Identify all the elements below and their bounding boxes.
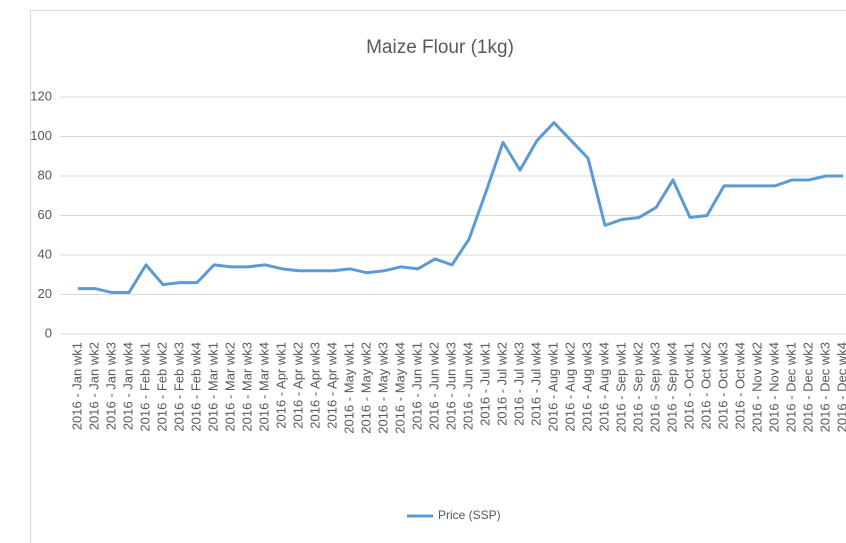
x-tick-label: 2016 - Apr wk4 <box>324 342 339 429</box>
x-tick-label: 2016 - Feb wk4 <box>188 342 203 432</box>
chart-border <box>30 10 846 543</box>
x-tick-label: 2016 - Sep wk1 <box>613 342 628 432</box>
y-tick-label: 20 <box>38 286 52 301</box>
x-tick-label: 2016 - Jun wk1 <box>409 342 424 430</box>
x-tick-label: 2016 - Jun wk3 <box>443 342 458 430</box>
x-tick-label: 2016 - Dec wk3 <box>817 342 832 432</box>
x-tick-label: 2016 - Aug wk3 <box>579 342 594 432</box>
x-tick-label: 2016 - Oct wk3 <box>715 342 730 429</box>
y-tick-label: 40 <box>38 246 52 261</box>
x-tick-label: 2016 - May wk1 <box>341 342 356 434</box>
y-tick-label: 120 <box>30 88 52 103</box>
x-tick-label: 2016 - Jan wk3 <box>103 342 118 430</box>
x-tick-label: 2016 - Oct wk4 <box>732 342 747 429</box>
x-tick-label: 2016 - Nov wk4 <box>766 342 781 432</box>
x-tick-label: 2016 - Feb wk3 <box>171 342 186 432</box>
x-tick-label: 2016 - Apr wk2 <box>290 342 305 429</box>
x-tick-label: 2016 - May wk4 <box>392 342 407 434</box>
x-tick-label: 2016 - Jun wk4 <box>460 342 475 430</box>
x-tick-label: 2016 - Sep wk4 <box>664 342 679 432</box>
x-tick-label: 2016 - Jan wk2 <box>86 342 101 430</box>
x-tick-label: 2016 - Jul wk2 <box>494 342 509 426</box>
x-tick-label: 2016 - Jan wk4 <box>120 342 135 430</box>
x-tick-label: 2016 - Jul wk3 <box>511 342 526 426</box>
x-tick-label: 2016 - Jan wk1 <box>69 342 84 430</box>
x-tick-label: 2016 - Feb wk2 <box>154 342 169 432</box>
y-tick-label: 60 <box>38 207 52 222</box>
y-tick-label: 100 <box>30 128 52 143</box>
x-tick-label: 2016 - Dec wk1 <box>783 342 798 432</box>
x-tick-label: 2016 - Jul wk1 <box>477 342 492 426</box>
x-tick-label: 2016 - Feb wk1 <box>137 342 152 432</box>
y-tick-label: 80 <box>38 167 52 182</box>
x-tick-label: 2016 - Mar wk1 <box>205 342 220 432</box>
x-tick-label: 2016 - Aug wk4 <box>596 342 611 432</box>
chart-title: Maize Flour (1kg) <box>366 37 514 58</box>
x-tick-label: 2016 - Apr wk1 <box>273 342 288 429</box>
line <box>78 121 843 295</box>
x-tick-label: 2016 - Oct wk2 <box>698 342 713 429</box>
x-tick-label: 2016 - Sep wk2 <box>630 342 645 432</box>
x-tick-label: 2016 - Nov wk2 <box>749 342 764 432</box>
x-tick-label: 2016 - May wk2 <box>358 342 373 434</box>
y-tick-label: 0 <box>45 325 52 340</box>
x-tick-label: 2016 - Dec wk2 <box>800 342 815 432</box>
x-tick-label: 2016 - May wk3 <box>375 342 390 434</box>
x-tick-label: 2016 - Aug wk1 <box>545 342 560 432</box>
x-tick-label: 2016 - Oct wk1 <box>681 342 696 429</box>
x-tick-label: 2016 - Jul wk4 <box>528 342 543 426</box>
x-tick-label: 2016 - Jun wk2 <box>426 342 441 430</box>
x-tick-label: 2016 - Aug wk2 <box>562 342 577 432</box>
x-tick-label: 2016 - Mar wk4 <box>256 342 271 432</box>
x-tick-label: 2016 - Mar wk3 <box>239 342 254 432</box>
legend-label: Price (SSP) <box>438 508 501 522</box>
x-tick-label: 2016 - Apr wk3 <box>307 342 322 429</box>
x-tick-label: 2016 - Dec wk4 <box>834 342 846 432</box>
x-tick-label: 2016 - Mar wk2 <box>222 342 237 432</box>
x-tick-label: 2016 - Sep wk3 <box>647 342 662 432</box>
